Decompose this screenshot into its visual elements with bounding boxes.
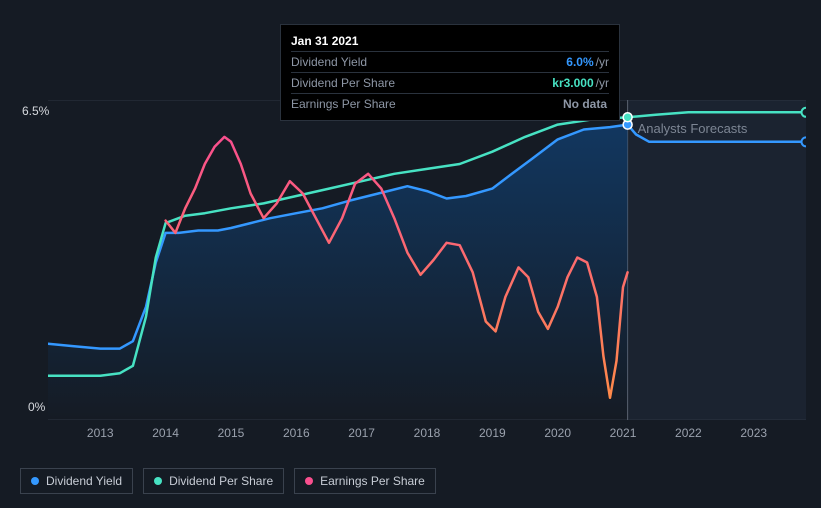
forecast-label: Analysts Forecasts [638, 121, 748, 136]
dividend-chart: 6.5% 0% 2013 2014 2015 2016 2017 2018 2019 2020… [0, 0, 821, 508]
tooltip-row-value: No data [563, 97, 607, 111]
tooltip-date: Jan 31 2021 [291, 31, 609, 51]
legend-item-dividend-yield[interactable]: Dividend Yield [20, 468, 133, 494]
tooltip-row-value: kr3.000 [552, 76, 593, 90]
x-tick-label: 2017 [348, 426, 375, 440]
plot-area[interactable] [48, 100, 806, 420]
tooltip-row-key: Earnings Per Share [291, 97, 396, 111]
y-axis-min-label: 0% [28, 400, 45, 414]
legend-item-label: Dividend Per Share [169, 474, 273, 488]
tooltip-row-value: 6.0% [566, 55, 593, 69]
x-tick-label: 2020 [544, 426, 571, 440]
tooltip-row: Earnings Per Share No data [291, 93, 609, 114]
x-tick-label: 2015 [218, 426, 245, 440]
x-tick-label: 2023 [740, 426, 767, 440]
legend-item-label: Dividend Yield [46, 474, 122, 488]
x-tick-label: 2018 [414, 426, 441, 440]
x-tick-label: 2016 [283, 426, 310, 440]
chart-svg [48, 100, 806, 420]
legend-dot-icon [305, 477, 313, 485]
x-tick-label: 2019 [479, 426, 506, 440]
x-tick-label: 2021 [610, 426, 637, 440]
tooltip-row-unit: /yr [596, 55, 609, 69]
tooltip-row-key: Dividend Yield [291, 55, 367, 69]
x-tick-label: 2013 [87, 426, 114, 440]
x-tick-label: 2014 [152, 426, 179, 440]
chart-tooltip: Jan 31 2021 Dividend Yield 6.0%/yr Divid… [280, 24, 620, 121]
legend-item-label: Earnings Per Share [320, 474, 425, 488]
x-axis-ticks: 2013 2014 2015 2016 2017 2018 2019 2020 2021 2022… [48, 426, 806, 446]
y-axis-max-label: 6.5% [22, 104, 49, 118]
tooltip-row-unit: /yr [596, 76, 609, 90]
legend-item-earnings-per-share[interactable]: Earnings Per Share [294, 468, 436, 494]
legend-item-dividend-per-share[interactable]: Dividend Per Share [143, 468, 284, 494]
x-tick-label: 2022 [675, 426, 702, 440]
legend-dot-icon [154, 477, 162, 485]
tooltip-row-key: Dividend Per Share [291, 76, 395, 90]
tooltip-row: Dividend Per Share kr3.000/yr [291, 72, 609, 93]
legend-dot-icon [31, 477, 39, 485]
chart-legend: Dividend Yield Dividend Per Share Earnin… [20, 468, 436, 494]
tooltip-row: Dividend Yield 6.0%/yr [291, 51, 609, 72]
